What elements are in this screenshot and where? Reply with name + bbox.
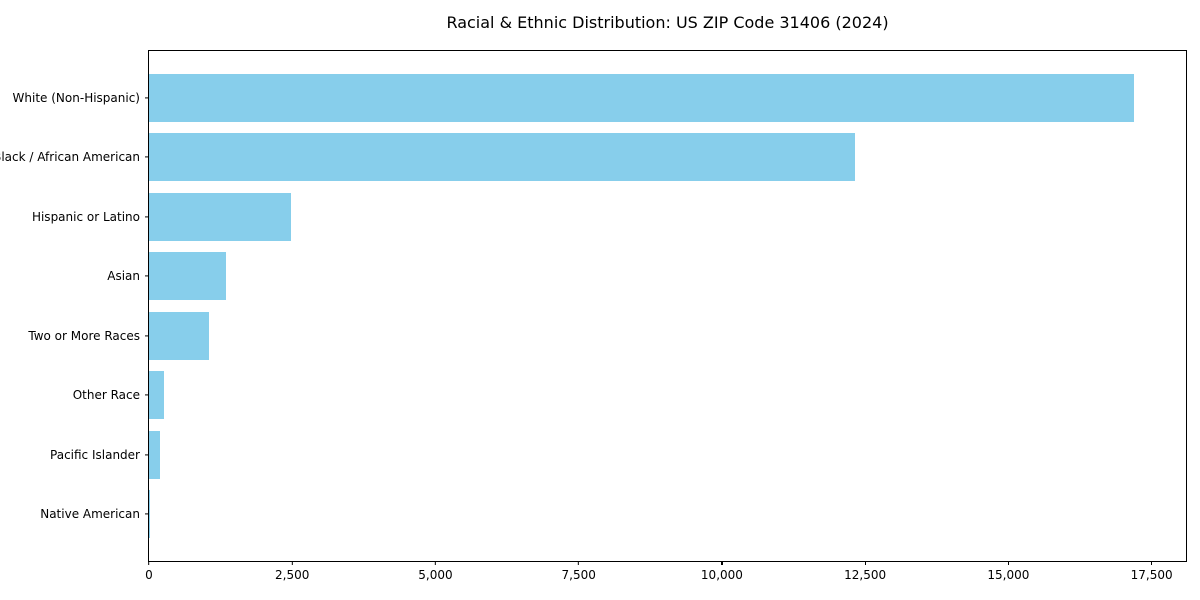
x-tick-mark	[1007, 561, 1009, 565]
category-label: Other Race	[72, 388, 140, 403]
x-tick-mark	[434, 561, 437, 565]
x-tick: 12,500	[844, 561, 886, 582]
bar-row: Native American	[40, 485, 1186, 545]
bar-row: Black / African American	[0, 128, 1186, 188]
bar	[149, 192, 292, 241]
chart-title: Racial & Ethnic Distribution: US ZIP Cod…	[446, 13, 889, 32]
category-label: Two or More Races	[28, 328, 140, 343]
y-tick-mark	[145, 216, 149, 218]
x-axis-ticks: 0 2,500 5,000 7,500 10,000 12,500 15,000 17,500	[145, 561, 1186, 591]
x-tick-mark	[578, 561, 580, 565]
x-tick: 5,000	[418, 561, 453, 582]
bar	[149, 311, 210, 360]
y-tick-mark	[145, 454, 149, 456]
bar-row: Other Race	[73, 366, 1186, 426]
bar-row: Hispanic or Latino	[32, 187, 1186, 247]
x-tick: 0	[145, 561, 153, 582]
x-tick-label: 2,500	[275, 568, 310, 582]
category-label: Black / African American	[0, 150, 140, 165]
y-tick-mark	[145, 156, 149, 158]
bar	[149, 371, 164, 420]
x-tick-label: 12,500	[844, 568, 887, 582]
x-tick-label: 17,500	[1130, 568, 1173, 582]
x-tick-label: 5,000	[418, 568, 453, 582]
y-tick-mark	[145, 97, 149, 99]
x-tick-mark	[721, 561, 723, 565]
x-tick-label: 10,000	[700, 568, 743, 582]
x-tick-mark	[864, 561, 866, 565]
bar-row: White (Non-Hispanic)	[13, 68, 1186, 128]
y-tick-mark	[145, 513, 149, 515]
x-tick: 7,500	[562, 561, 596, 582]
x-tick-mark	[291, 561, 293, 565]
y-tick-mark	[145, 394, 149, 396]
bar	[149, 430, 160, 479]
x-tick-label: 15,000	[987, 568, 1030, 582]
bar	[149, 73, 1135, 122]
x-tick-label: 7,500	[561, 568, 596, 582]
x-tick: 10,000	[701, 561, 743, 582]
x-tick-mark	[1151, 561, 1153, 565]
x-tick: 17,500	[1131, 561, 1173, 582]
plot-area: White (Non-Hispanic) Black / African Amer…	[0, 50, 1187, 582]
x-tick: 15,000	[987, 561, 1029, 582]
category-label: Pacific Islander	[50, 447, 140, 462]
y-tick-mark	[145, 335, 149, 337]
x-tick-mark	[148, 561, 150, 565]
bar-row: Asian	[107, 247, 1186, 307]
bar-row: Pacific Islander	[50, 425, 1186, 485]
category-label: Asian	[107, 269, 140, 284]
x-tick-label: 0	[145, 568, 153, 582]
x-tick: 2,500	[275, 561, 309, 582]
category-label: White (Non-Hispanic)	[12, 90, 140, 105]
bar-row: Two or More Races	[28, 306, 1186, 366]
y-tick-mark	[145, 275, 149, 277]
bar	[149, 490, 151, 539]
category-label: Native American	[40, 507, 140, 522]
bar	[149, 252, 226, 301]
bars-container: White (Non-Hispanic) Black / African Amer…	[0, 68, 1186, 545]
bar	[149, 133, 855, 182]
category-label: Hispanic or Latino	[31, 209, 140, 224]
